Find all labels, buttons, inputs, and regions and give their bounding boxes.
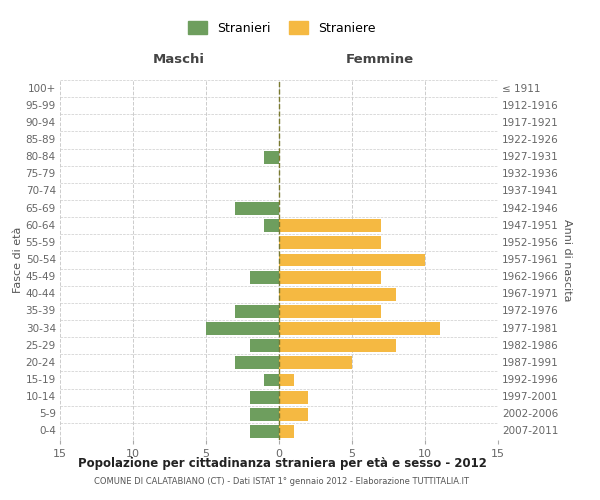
Bar	[235, 202, 279, 215]
Bar	[279, 425, 293, 438]
Bar	[279, 220, 381, 232]
Bar	[206, 322, 279, 335]
Text: Popolazione per cittadinanza straniera per età e sesso - 2012: Popolazione per cittadinanza straniera p…	[77, 458, 487, 470]
Bar	[235, 305, 279, 318]
Bar	[279, 408, 308, 420]
Bar	[250, 425, 279, 438]
Bar	[279, 270, 381, 283]
Bar	[279, 236, 381, 250]
Bar	[250, 390, 279, 404]
Bar	[250, 270, 279, 283]
Text: Femmine: Femmine	[346, 52, 414, 66]
Bar	[279, 305, 381, 318]
Bar	[265, 374, 279, 386]
Bar	[279, 288, 396, 300]
Bar	[265, 150, 279, 164]
Bar	[265, 220, 279, 232]
Bar	[279, 254, 425, 266]
Bar	[279, 322, 440, 335]
Text: COMUNE DI CALATABIANO (CT) - Dati ISTAT 1° gennaio 2012 - Elaborazione TUTTITALI: COMUNE DI CALATABIANO (CT) - Dati ISTAT …	[95, 478, 470, 486]
Legend: Stranieri, Straniere: Stranieri, Straniere	[184, 16, 380, 40]
Bar	[250, 340, 279, 352]
Bar	[279, 356, 352, 370]
Bar	[279, 340, 396, 352]
Bar	[279, 390, 308, 404]
Bar	[279, 374, 293, 386]
Y-axis label: Fasce di età: Fasce di età	[13, 227, 23, 293]
Text: Maschi: Maschi	[152, 52, 204, 66]
Bar	[235, 356, 279, 370]
Bar	[250, 408, 279, 420]
Y-axis label: Anni di nascita: Anni di nascita	[562, 219, 572, 301]
